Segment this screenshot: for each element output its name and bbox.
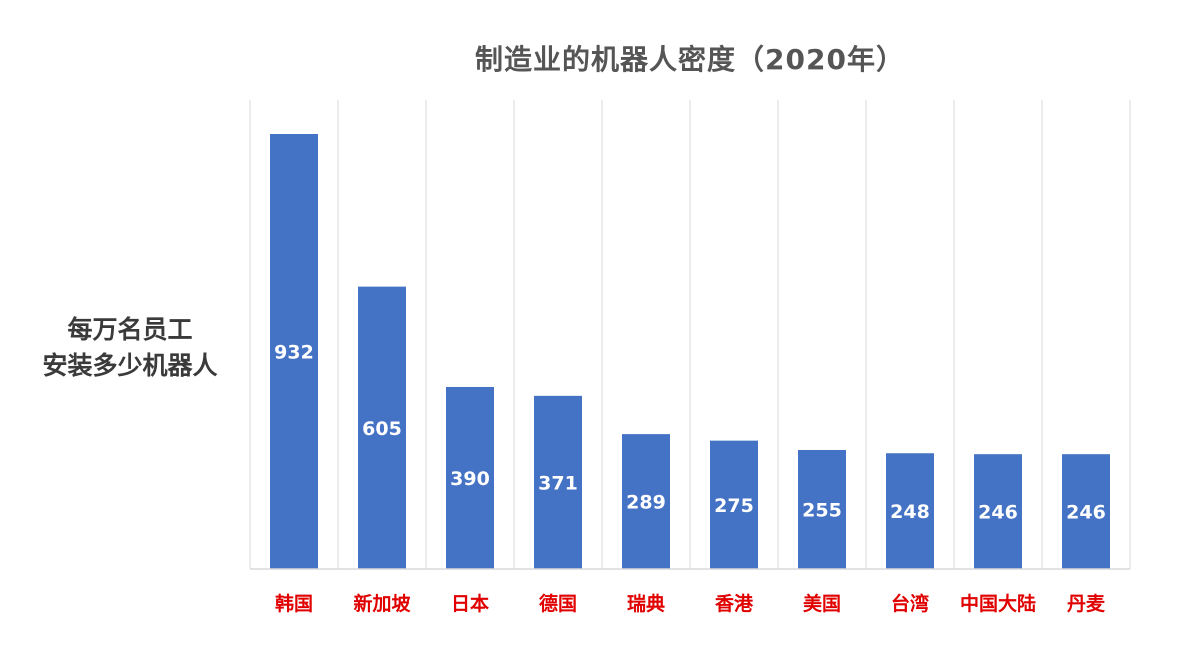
bar-2 (446, 386, 494, 569)
data-label-2: 390 (450, 468, 490, 490)
y-axis-label: 每万名员工 安装多少机器人 (10, 312, 250, 384)
bar-1 (358, 286, 406, 569)
data-label-1: 605 (362, 418, 402, 440)
data-label-3: 371 (538, 472, 578, 494)
category-label-2: 日本 (451, 592, 489, 615)
bar-0 (270, 134, 318, 569)
data-label-0: 932 (274, 342, 314, 364)
y-axis-label-line-1: 每万名员工 (67, 315, 193, 344)
bar-7 (886, 453, 934, 569)
bar-5 (710, 440, 758, 569)
category-label-0: 韩国 (275, 592, 313, 615)
category-label-4: 瑞典 (627, 592, 665, 615)
data-label-6: 255 (802, 499, 842, 521)
category-label-5: 香港 (714, 593, 754, 615)
category-label-7: 台湾 (891, 592, 929, 615)
data-label-8: 246 (978, 502, 1018, 524)
bar-6 (798, 449, 846, 569)
category-label-3: 德国 (539, 592, 577, 615)
category-label-6: 美国 (803, 592, 841, 615)
category-label-9: 丹麦 (1067, 592, 1106, 615)
category-label-8: 中国大陆 (960, 592, 1036, 615)
data-label-5: 275 (714, 495, 754, 517)
bar-4 (622, 434, 670, 569)
data-label-9: 246 (1066, 502, 1106, 524)
data-label-4: 289 (626, 492, 666, 514)
bar-9 (1062, 454, 1110, 569)
category-label-1: 新加坡 (353, 592, 411, 615)
bar-8 (974, 454, 1022, 569)
data-label-7: 248 (890, 501, 930, 523)
y-axis-label-line-2: 安装多少机器人 (42, 351, 218, 380)
chart-title: 制造业的机器人密度（2020年） (475, 43, 905, 76)
bar-3 (534, 395, 582, 569)
